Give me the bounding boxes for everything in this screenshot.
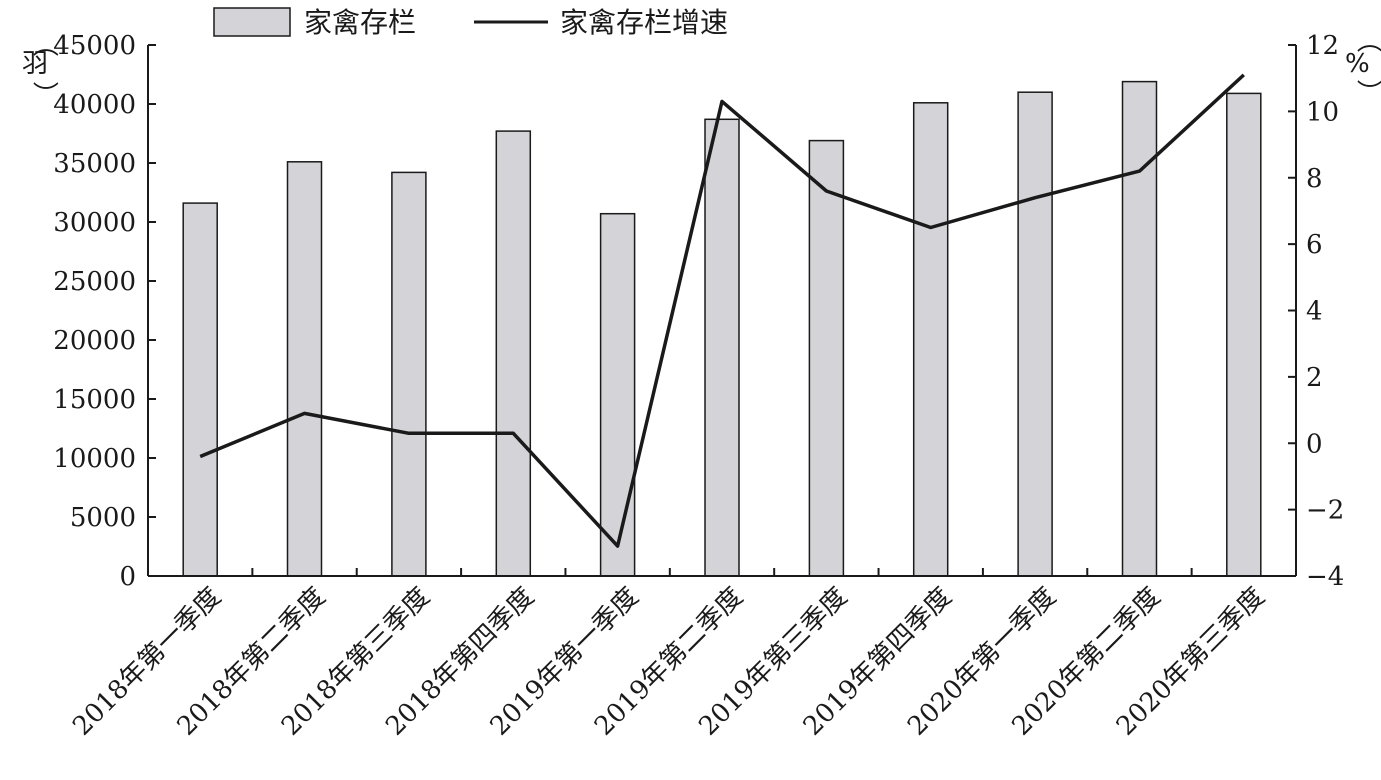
left-unit-text: 羽	[22, 49, 48, 79]
bar-3	[391, 171, 427, 577]
bar-4	[495, 130, 532, 577]
bar-5	[599, 212, 636, 577]
legend-bar-label: 家禽存栏	[304, 6, 416, 39]
right-tick-label: 10	[1306, 97, 1339, 127]
bar-7	[808, 139, 845, 577]
bar-1	[182, 202, 218, 577]
right-tick-label: −4	[1306, 562, 1344, 592]
left-tick-label: 0	[119, 562, 136, 592]
right-tick-label: 8	[1306, 164, 1323, 194]
right-tick-label: 4	[1306, 297, 1323, 327]
right-axis-unit: （ % ）	[1345, 27, 1381, 105]
bar-10	[1121, 80, 1158, 577]
left-unit-open-paren: （	[29, 31, 59, 57]
legend-bar-swatch	[213, 7, 291, 37]
right-tick-label: 2	[1306, 363, 1323, 393]
bar-2	[286, 161, 323, 577]
legend-line-label: 家禽存栏增速	[560, 6, 728, 39]
x-axis-ticks: 2018年第一季度2018年第二季度2018年第三季度2018年第四季度2019…	[67, 568, 1297, 742]
left-tick-label: 20000	[53, 326, 136, 356]
right-axis-ticks: −4 −2 0 2 4 6 8 10 12	[1288, 31, 1344, 592]
left-tick-label: 45000	[53, 31, 136, 61]
left-tick-label: 25000	[53, 267, 136, 297]
left-unit-close-paren: ）	[29, 81, 59, 107]
growth-line-layer	[199, 73, 1245, 548]
bar-6	[704, 118, 740, 577]
growth-rate-line	[199, 73, 1245, 548]
left-tick-label: 10000	[53, 444, 136, 474]
legend: 家禽存栏 家禽存栏增速	[213, 6, 728, 39]
bar-9	[1017, 91, 1053, 577]
right-unit-open-paren: （	[1353, 27, 1381, 53]
right-tick-label: 0	[1306, 429, 1323, 459]
left-axis-unit: （ 羽 ）	[22, 31, 59, 107]
left-axis-ticks: 0 5000 10000 15000 20000 25000 30000 35000 40000…	[53, 31, 156, 592]
right-unit-close-paren: ）	[1353, 79, 1381, 105]
bar-11	[1226, 92, 1262, 577]
bars	[182, 80, 1262, 577]
bar-8	[912, 102, 949, 577]
left-tick-label: 5000	[70, 503, 136, 533]
left-tick-label: 40000	[53, 90, 136, 120]
left-tick-label: 35000	[53, 149, 136, 179]
right-unit-text: %	[1345, 49, 1370, 79]
right-tick-label: 12	[1306, 31, 1339, 61]
left-tick-label: 30000	[53, 208, 136, 238]
left-tick-label: 15000	[53, 385, 136, 415]
right-tick-label: −2	[1306, 496, 1344, 526]
right-tick-label: 6	[1306, 230, 1323, 260]
